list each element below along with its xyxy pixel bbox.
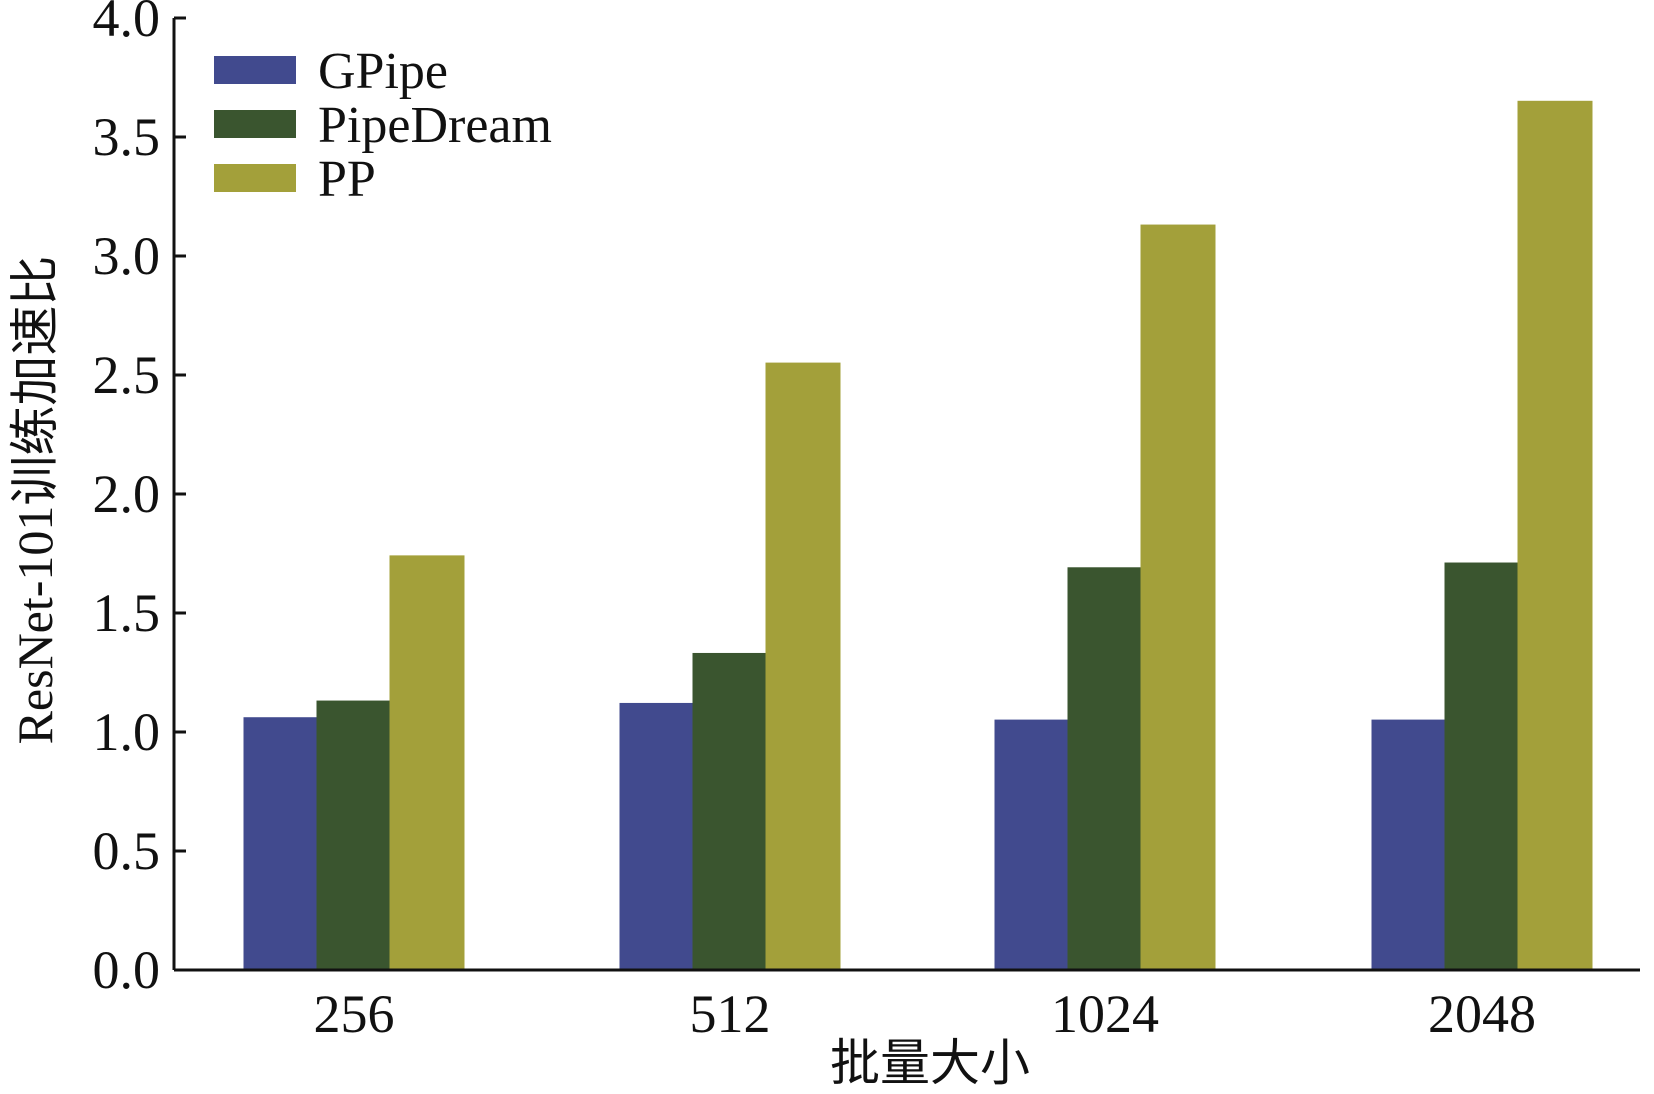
y-tick-label: 2.5 [93, 345, 161, 405]
bar-pipedream-256 [316, 700, 392, 971]
legend-label-gpipe: GPipe [318, 43, 448, 100]
y-tick-label: 0.0 [93, 940, 161, 1000]
bar-pipedream-512 [692, 652, 768, 971]
x-ticks-group: 256 512 1024 2048 [314, 984, 1537, 1044]
y-tick-label: 2.0 [93, 464, 161, 524]
y-axis-title: ResNet-101训练加速比 [7, 256, 63, 745]
y-tick-label: 3.0 [93, 226, 161, 286]
y-tick-label: 1.5 [93, 583, 161, 643]
bar-pipedream-1024 [1067, 567, 1143, 971]
x-tick-label: 256 [314, 984, 395, 1044]
y-ticks-group: 0.0 0.5 1.0 1.5 2.0 2.5 3.0 3.5 4.0 [93, 0, 186, 1000]
legend-label-pp: PP [318, 151, 376, 208]
bar-pp-1024 [1140, 224, 1216, 971]
y-tick-label: 1.0 [93, 702, 161, 762]
x-tick-label: 512 [690, 984, 771, 1044]
x-tick-label: 1024 [1051, 984, 1159, 1044]
bar-pp-512 [765, 362, 841, 971]
y-tick-label: 4.0 [93, 0, 161, 48]
legend-swatch-pipedream [214, 110, 296, 138]
bar-pp-2048 [1517, 100, 1593, 971]
y-tick-label: 0.5 [93, 821, 161, 881]
y-tick-label: 3.5 [93, 107, 161, 167]
legend-swatch-gpipe [214, 56, 296, 84]
bars-group [243, 100, 1593, 971]
legend-label-pipedream: PipeDream [318, 97, 552, 154]
bar-gpipe-2048 [1371, 719, 1447, 971]
x-axis-title: 批量大小 [830, 1034, 1030, 1092]
bar-gpipe-512 [619, 702, 695, 971]
bar-pipedream-2048 [1444, 562, 1520, 971]
bar-pp-256 [389, 555, 465, 971]
x-tick-label: 2048 [1428, 984, 1536, 1044]
legend-swatch-pp [214, 164, 296, 192]
bar-gpipe-1024 [994, 719, 1070, 971]
bar-gpipe-256 [243, 717, 319, 971]
